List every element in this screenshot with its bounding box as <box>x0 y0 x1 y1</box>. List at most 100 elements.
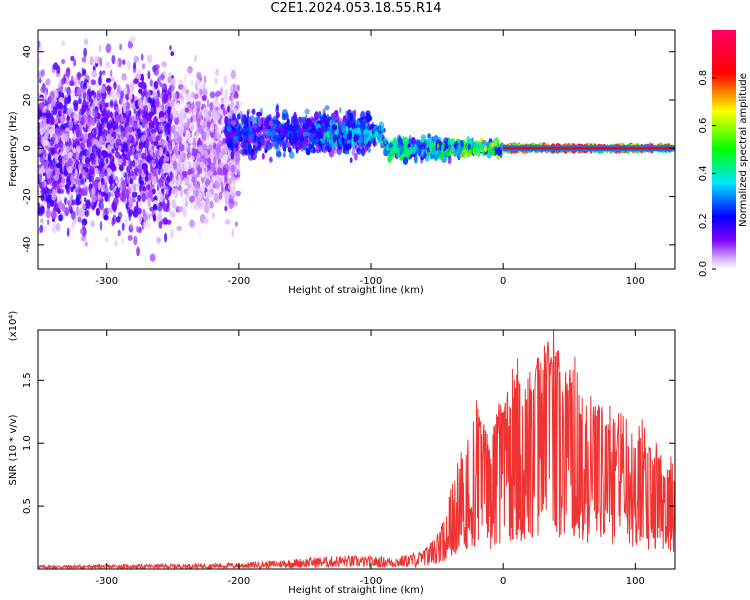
spectrogram-cell <box>86 138 92 148</box>
spectrogram-cell <box>222 143 227 149</box>
spectrogram-cell <box>106 167 112 177</box>
spectrogram-cell <box>215 90 221 97</box>
spectrogram-cell <box>189 124 194 132</box>
spectrogram-cell <box>99 220 103 231</box>
spectrogram-cell <box>186 189 193 195</box>
spectrogram-cell <box>151 143 155 151</box>
spectrogram-cell <box>454 140 459 150</box>
spectrogram-cell <box>115 114 120 124</box>
spectrogram-cell <box>275 151 282 158</box>
spectrogram-cell <box>132 208 139 218</box>
spectrogram-cell <box>173 170 177 179</box>
spectrogram-cell <box>132 64 137 74</box>
spectrogram-cell <box>222 154 228 164</box>
spectrogram-cell <box>160 218 167 225</box>
spectrogram-cell <box>57 208 61 215</box>
spectrogram-cell <box>209 101 214 112</box>
colorbar-tick-label: 0.0 <box>698 261 709 277</box>
spectrogram-cell <box>177 174 181 184</box>
spectrogram-cell <box>77 97 82 105</box>
spectrogram-cell <box>100 117 105 124</box>
spectrogram-cell <box>90 152 95 161</box>
spectrogram-cell <box>49 199 54 208</box>
spectrogram-cell <box>156 161 163 170</box>
spectrogram-cell <box>179 125 184 136</box>
spectrogram-cell <box>248 143 252 154</box>
spectrogram-cell <box>63 169 68 177</box>
spectrogram-cell <box>209 200 214 209</box>
spectrogram-cell <box>339 107 342 114</box>
spectrogram-x-tick-label: -200 <box>228 276 251 287</box>
spectrogram-cell <box>185 129 191 140</box>
spectrogram-cell <box>52 106 58 116</box>
spectrogram-cell <box>137 226 142 233</box>
spectrogram-cell <box>488 143 492 152</box>
spectrogram-cell <box>80 166 84 175</box>
spectrogram-x-tick-label: -300 <box>95 276 118 287</box>
spectrogram-cell <box>108 215 113 225</box>
spectrogram-cell <box>165 126 171 136</box>
spectrogram-cell <box>161 61 167 68</box>
spectrogram-cell <box>224 190 230 201</box>
spectrogram-cell <box>296 123 301 131</box>
spectrogram-cell <box>186 151 191 159</box>
spectrogram-cell <box>233 135 239 142</box>
spectrogram-cell <box>136 68 142 76</box>
spectrogram-cell <box>111 148 115 154</box>
colorbar-label: Normalized spectral amplitude <box>738 73 749 227</box>
spectrogram-cell <box>159 193 164 203</box>
spectrogram-cell <box>156 97 160 108</box>
snr-x-tick-label: -200 <box>228 576 251 587</box>
spectrogram-cell <box>131 104 136 109</box>
spectrogram-cell <box>39 173 43 183</box>
spectrogram-cell <box>97 155 102 164</box>
spectrogram-cell <box>137 194 142 202</box>
spectrogram-cell <box>115 216 121 223</box>
spectrogram-cell <box>237 113 241 120</box>
spectrogram-cell <box>234 143 239 153</box>
spectrogram-cell <box>256 111 262 117</box>
spectrogram-cell <box>126 87 131 95</box>
spectrogram-cell <box>392 150 395 160</box>
spectrogram-cell <box>107 207 113 214</box>
spectrogram-cell <box>116 178 121 187</box>
spectrogram-cell <box>81 222 86 230</box>
spectrogram-cell <box>197 146 203 152</box>
spectrogram-cell <box>84 197 87 203</box>
spectrogram-cell <box>73 77 78 87</box>
spectrogram-cell <box>161 72 164 82</box>
spectrogram-cell <box>142 186 147 192</box>
spectrogram-cell <box>81 56 87 63</box>
spectrogram-ridge-core <box>503 146 675 150</box>
spectrogram-cell <box>107 144 111 154</box>
spectrogram-cell <box>38 206 43 216</box>
spectrogram-cell <box>40 134 44 142</box>
spectrogram-cell <box>70 55 75 62</box>
snr-x-tick-label: 100 <box>626 576 645 587</box>
spectrogram-cell <box>336 127 340 135</box>
spectrogram-cell <box>468 148 473 155</box>
spectrogram-cell <box>196 79 201 86</box>
spectrogram-cell <box>68 119 73 130</box>
snr-y-tick-label: 0.5 <box>22 498 33 514</box>
spectrogram-cell <box>141 152 147 160</box>
spectrogram-cell <box>171 83 175 94</box>
spectrogram-cell <box>38 167 41 176</box>
spectrogram-cell <box>207 184 211 193</box>
spectrogram-cell <box>114 157 120 167</box>
spectrogram-cell <box>114 175 118 182</box>
spectrogram-x-tick-label: 0 <box>500 276 506 287</box>
snr-y-scale-label: (x10⁴) <box>8 311 19 342</box>
snr-x-axis-label: Height of straight line (km) <box>288 585 424 596</box>
spectrogram-y-tick-label: 40 <box>22 45 33 58</box>
spectrogram-cell <box>192 108 197 116</box>
spectrogram-cell <box>130 82 136 89</box>
spectrogram-cell <box>264 148 268 154</box>
spectrogram-cell <box>91 70 97 78</box>
spectrogram-cell <box>461 148 468 159</box>
spectrogram-marks <box>38 35 675 262</box>
spectrogram-cell <box>184 107 190 113</box>
spectrogram-cell <box>182 210 187 218</box>
spectrogram-cell <box>83 38 89 46</box>
spectrogram-cell <box>381 122 384 133</box>
